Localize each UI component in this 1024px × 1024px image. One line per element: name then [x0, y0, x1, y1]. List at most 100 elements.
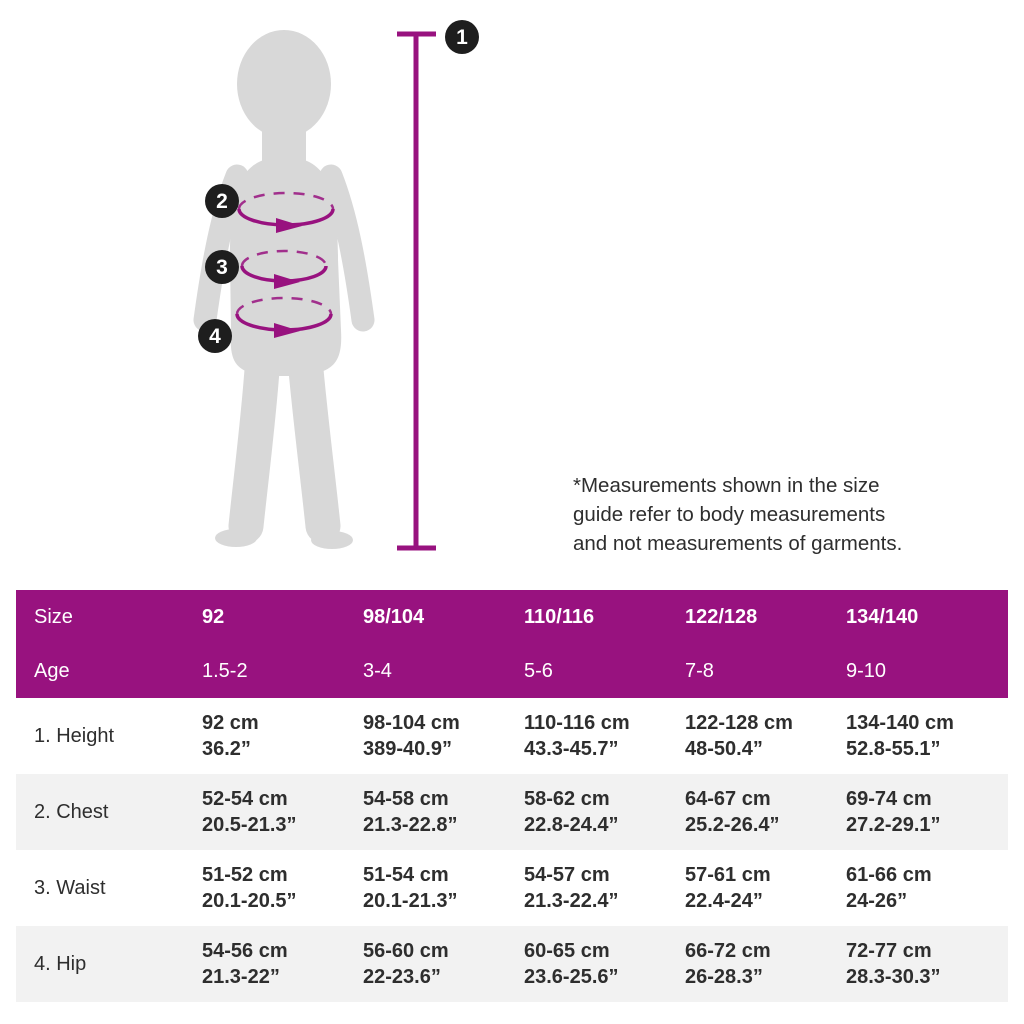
- measurement-cell: 58-62 cm 22.8-24.4”: [524, 786, 685, 838]
- measurement-cell: 51-52 cm 20.1-20.5”: [202, 862, 363, 914]
- inch-value: 23.6-25.6”: [524, 966, 619, 988]
- age-value: 9-10: [846, 659, 887, 682]
- size-table: Size 92 98/104 110/116 122/128 134/140 A…: [16, 590, 1008, 1002]
- measurement-cell: 66-72 cm 26-28.3”: [685, 938, 846, 990]
- size-table-header: Size 92 98/104 110/116 122/128 134/140 A…: [16, 590, 1008, 698]
- row-label: 1. Height: [34, 724, 115, 747]
- cm-value: 61-66 cm: [846, 864, 932, 886]
- inch-value: 28.3-30.3”: [846, 966, 941, 988]
- inch-value: 21.3-22.8”: [363, 814, 458, 836]
- measurement-cell: 54-57 cm 21.3-22.4”: [524, 862, 685, 914]
- marker-1-height: 1: [445, 20, 479, 54]
- measurement-note: *Measurements shown in the size guide re…: [573, 471, 973, 558]
- cm-value: 51-52 cm: [202, 864, 288, 886]
- inch-value: 24-26”: [846, 890, 908, 912]
- measurement-cell: 122-128 cm 48-50.4”: [685, 710, 846, 762]
- right-arm: [319, 164, 375, 332]
- measurement-cell: 61-66 cm 24-26”: [846, 862, 1008, 914]
- cm-value: 52-54 cm: [202, 788, 288, 810]
- age-value: 5-6: [524, 659, 553, 682]
- inch-value: 22.4-24”: [685, 890, 763, 912]
- inch-value: 26-28.3”: [685, 966, 763, 988]
- cm-value: 54-57 cm: [524, 864, 610, 886]
- chest-girth-icon: [237, 191, 335, 233]
- cm-value: 54-58 cm: [363, 788, 449, 810]
- height-measure-line-icon: [397, 31, 436, 551]
- waist-girth-icon: [240, 249, 328, 289]
- size-value: 98/104: [363, 605, 425, 628]
- cm-value: 98-104 cm: [363, 712, 460, 734]
- inch-value: 21.3-22”: [202, 966, 280, 988]
- row-label: 3. Waist: [34, 876, 106, 899]
- table-row-height: 1. Height 92 cm 36.2” 98-104 cm 389-40.9…: [16, 698, 1008, 774]
- left-leg: [228, 352, 280, 544]
- note-line: *Measurements shown in the size: [573, 474, 880, 497]
- inch-value: 36.2”: [202, 738, 251, 760]
- age-value: 3-4: [363, 659, 392, 682]
- table-row-hip: 4. Hip 54-56 cm 21.3-22” 56-60 cm 22-23.…: [16, 926, 1008, 1002]
- measurement-cell: 72-77 cm 28.3-30.3”: [846, 938, 1008, 990]
- age-value: 1.5-2: [202, 659, 248, 682]
- inch-value: 52.8-55.1”: [846, 738, 941, 760]
- measurement-cell: 54-56 cm 21.3-22”: [202, 938, 363, 990]
- age-value: 7-8: [685, 659, 714, 682]
- size-label: Size: [34, 605, 73, 628]
- inch-value: 21.3-22.4”: [524, 890, 619, 912]
- inch-value: 25.2-26.4”: [685, 814, 780, 836]
- note-line: guide refer to body measurements: [573, 503, 886, 526]
- inch-value: 20.1-20.5”: [202, 890, 297, 912]
- measurement-cell: 51-54 cm 20.1-21.3”: [363, 862, 524, 914]
- inch-value: 389-40.9”: [363, 738, 452, 760]
- child-silhouette: [193, 30, 375, 549]
- inch-value: 48-50.4”: [685, 738, 763, 760]
- marker-4-hip: 4: [198, 319, 232, 353]
- measurement-cell: 98-104 cm 389-40.9”: [363, 710, 524, 762]
- cm-value: 64-67 cm: [685, 788, 771, 810]
- note-line: and not measurements of garments.: [573, 532, 903, 555]
- hip-girth-icon: [235, 296, 333, 338]
- measurement-cell: 52-54 cm 20.5-21.3”: [202, 786, 363, 838]
- cm-value: 110-116 cm: [524, 712, 630, 734]
- inch-value: 22.8-24.4”: [524, 814, 619, 836]
- cm-value: 54-56 cm: [202, 940, 288, 962]
- age-label: Age: [34, 659, 70, 682]
- cm-value: 56-60 cm: [363, 940, 449, 962]
- table-row-chest: 2. Chest 52-54 cm 20.5-21.3” 54-58 cm 21…: [16, 774, 1008, 850]
- inch-value: 43.3-45.7”: [524, 738, 619, 760]
- cm-value: 58-62 cm: [524, 788, 610, 810]
- size-value: 92: [202, 605, 225, 628]
- measurement-cell: 69-74 cm 27.2-29.1”: [846, 786, 1008, 838]
- measurement-cell: 110-116 cm 43.3-45.7”: [524, 710, 685, 762]
- measurement-cell: 57-61 cm 22.4-24”: [685, 862, 846, 914]
- measurement-cell: 92 cm 36.2”: [202, 710, 363, 762]
- inch-value: 27.2-29.1”: [846, 814, 941, 836]
- measurement-cell: 64-67 cm 25.2-26.4”: [685, 786, 846, 838]
- measurement-figure: [193, 30, 436, 551]
- marker-2-chest: 2: [205, 184, 239, 218]
- header-age-row: Age 1.5-2 3-4 5-6 7-8 9-10: [16, 646, 1008, 696]
- cm-value: 51-54 cm: [363, 864, 449, 886]
- row-label: 2. Chest: [34, 800, 109, 823]
- measurement-cell: 54-58 cm 21.3-22.8”: [363, 786, 524, 838]
- header-size-row: Size 92 98/104 110/116 122/128 134/140: [16, 592, 1008, 642]
- right-leg: [288, 352, 341, 544]
- cm-value: 92 cm: [202, 712, 259, 734]
- cm-value: 72-77 cm: [846, 940, 932, 962]
- inch-value: 20.5-21.3”: [202, 814, 297, 836]
- inch-value: 22-23.6”: [363, 966, 441, 988]
- cm-value: 134-140 cm: [846, 712, 954, 734]
- measurement-cell: 56-60 cm 22-23.6”: [363, 938, 524, 990]
- cm-value: 69-74 cm: [846, 788, 932, 810]
- cm-value: 122-128 cm: [685, 712, 793, 734]
- marker-3-waist: 3: [205, 250, 239, 284]
- size-value: 110/116: [524, 605, 595, 628]
- size-value: 122/128: [685, 605, 758, 628]
- table-row-waist: 3. Waist 51-52 cm 20.1-20.5” 51-54 cm 20…: [16, 850, 1008, 926]
- inch-value: 20.1-21.3”: [363, 890, 458, 912]
- size-value: 134/140: [846, 605, 919, 628]
- cm-value: 57-61 cm: [685, 864, 771, 886]
- cm-value: 66-72 cm: [685, 940, 771, 962]
- measurement-cell: 60-65 cm 23.6-25.6”: [524, 938, 685, 990]
- measurement-cell: 134-140 cm 52.8-55.1”: [846, 710, 1008, 762]
